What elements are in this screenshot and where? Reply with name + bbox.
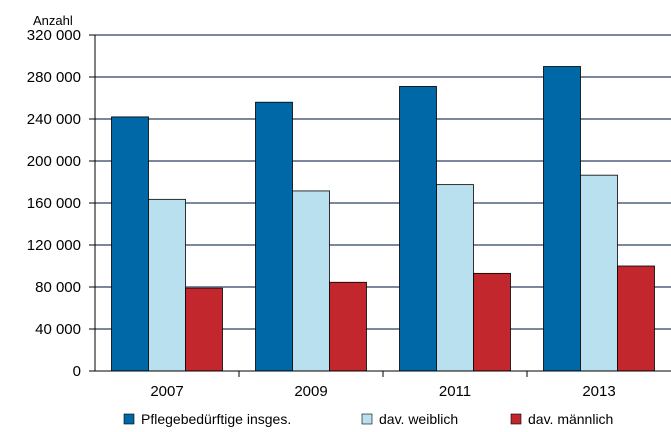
y-tick-label: 200 000 [27, 153, 81, 170]
y-tick-label: 320 000 [27, 27, 81, 44]
legend-swatch [123, 413, 135, 425]
y-tick-label: 280 000 [27, 69, 81, 86]
legend-swatch [510, 413, 522, 425]
gridlines [95, 34, 671, 330]
legend: Pflegebedürftige insges. dav. weiblich dav… [123, 411, 613, 427]
y-tick-labels: 0 40 000 80 000 120 000 160 000 200 000 240 00… [27, 27, 81, 380]
y-tick-label: 160 000 [27, 195, 81, 212]
x-tick-label: 2011 [439, 383, 471, 400]
bar-2009-2 [292, 190, 330, 372]
bar-2009-3 [329, 281, 367, 372]
legend-label: dav. männlich [528, 411, 613, 427]
y-tick-label: 40 000 [35, 321, 81, 338]
bar-2007-3 [185, 287, 223, 372]
bar-2013-3 [617, 265, 655, 372]
x-tick-label: 2007 [150, 383, 183, 400]
y-tick-label: 80 000 [35, 279, 81, 296]
y-tick-label: 0 [73, 363, 81, 380]
x-tick-labels: 2007 2009 2011 2013 [150, 383, 615, 400]
legend-label: dav. weiblich [379, 411, 458, 427]
y-unit-label: Anzahl [33, 13, 73, 28]
y-tick-label: 240 000 [27, 111, 81, 128]
bar-2013-1 [543, 66, 581, 372]
axes [89, 34, 671, 377]
y-tick-label: 120 000 [27, 237, 81, 254]
bar-2011-2 [436, 184, 474, 372]
bars [111, 66, 655, 372]
x-tick-label: 2013 [582, 383, 615, 400]
legend-label: Pflegebedürftige insges. [141, 411, 291, 427]
x-tick-label: 2009 [294, 383, 327, 400]
bar-2013-2 [580, 174, 618, 372]
bar-2011-1 [399, 86, 437, 372]
bar-2009-1 [255, 101, 293, 372]
legend-swatch [361, 413, 373, 425]
bar-2011-3 [473, 272, 511, 372]
bar-2007-1 [111, 116, 149, 372]
bar-2007-2 [148, 198, 186, 372]
